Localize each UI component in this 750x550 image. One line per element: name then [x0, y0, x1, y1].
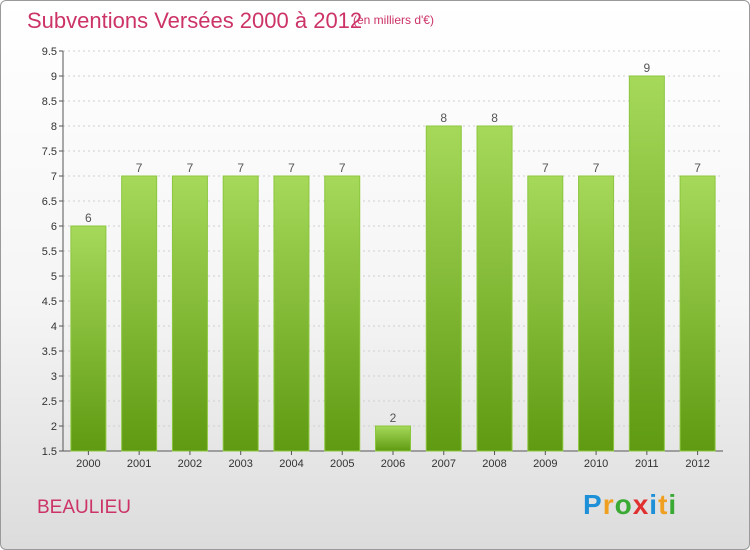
bar-2002 — [171, 175, 208, 452]
y-tick-label: 7 — [51, 171, 57, 183]
data-label-2003: 7 — [237, 161, 244, 175]
data-label-2009: 7 — [542, 161, 549, 175]
y-tick-label: 4 — [51, 321, 57, 333]
logo-letter: o — [614, 489, 633, 520]
chart-subtitle: (en milliers d'€) — [353, 13, 434, 27]
commune-name: BEAULIEU — [37, 497, 131, 518]
proxiti-logo: Proxiti — [583, 489, 677, 521]
logo-letter: x — [632, 489, 650, 520]
data-label-2000: 6 — [85, 211, 92, 225]
x-tick-label: 2011 — [635, 458, 659, 470]
bar-2009 — [527, 175, 564, 452]
data-label-2005: 7 — [339, 161, 346, 175]
y-tick-label: 2 — [51, 421, 57, 433]
x-tick-label: 2003 — [228, 458, 252, 470]
x-tick-label: 2010 — [584, 458, 608, 470]
logo-letter: i — [668, 489, 678, 520]
bar-2012 — [679, 175, 716, 452]
bar-2007 — [425, 125, 462, 452]
y-tick-label: 3 — [51, 371, 57, 383]
y-tick-label: 6.5 — [42, 196, 57, 208]
x-tick-label: 2012 — [685, 458, 709, 470]
data-label-2006: 2 — [390, 411, 397, 425]
y-tick-label: 9 — [51, 71, 57, 83]
data-label-2007: 8 — [440, 111, 447, 125]
bar-2004 — [273, 175, 310, 452]
x-tick-label: 2005 — [330, 458, 354, 470]
x-tick-label: 2000 — [76, 458, 100, 470]
logo-letter: r — [602, 489, 615, 520]
logo-letter: t — [658, 489, 669, 520]
y-tick-label: 8.5 — [42, 96, 57, 108]
y-tick-label: 6 — [51, 221, 57, 233]
data-label-2012: 7 — [694, 161, 701, 175]
y-tick-label: 5.5 — [42, 246, 57, 258]
y-tick-label: 3.5 — [42, 346, 57, 358]
bar-2000 — [70, 225, 107, 452]
bar-2001 — [121, 175, 158, 452]
data-label-2001: 7 — [136, 161, 143, 175]
y-tick-label: 1.5 — [42, 446, 57, 458]
bar-2010 — [578, 175, 615, 452]
bar-2005 — [324, 175, 361, 452]
x-tick-label: 2001 — [127, 458, 151, 470]
x-tick-label: 2009 — [533, 458, 557, 470]
bar-2011 — [628, 75, 665, 452]
x-tick-label: 2007 — [432, 458, 456, 470]
logo-letter: P — [583, 489, 603, 520]
y-tick-label: 2.5 — [42, 396, 57, 408]
y-tick-label: 4.5 — [42, 296, 57, 308]
y-tick-label: 9.5 — [42, 46, 57, 58]
data-label-2010: 7 — [593, 161, 600, 175]
data-label-2008: 8 — [491, 111, 498, 125]
y-tick-label: 7.5 — [42, 146, 57, 158]
y-tick-label: 5 — [51, 271, 57, 283]
data-label-2002: 7 — [187, 161, 194, 175]
bar-2008 — [476, 125, 513, 452]
data-label-2004: 7 — [288, 161, 295, 175]
x-tick-label: 2008 — [482, 458, 506, 470]
x-tick-label: 2002 — [178, 458, 202, 470]
x-tick-label: 2004 — [279, 458, 303, 470]
y-tick-label: 8 — [51, 121, 57, 133]
bar-2003 — [222, 175, 259, 452]
logo-letter: i — [649, 489, 659, 520]
data-label-2011: 9 — [644, 61, 651, 75]
chart-title: Subventions Versées 2000 à 2012 — [27, 8, 363, 33]
x-tick-label: 2006 — [381, 458, 405, 470]
bar-2006 — [375, 425, 411, 452]
